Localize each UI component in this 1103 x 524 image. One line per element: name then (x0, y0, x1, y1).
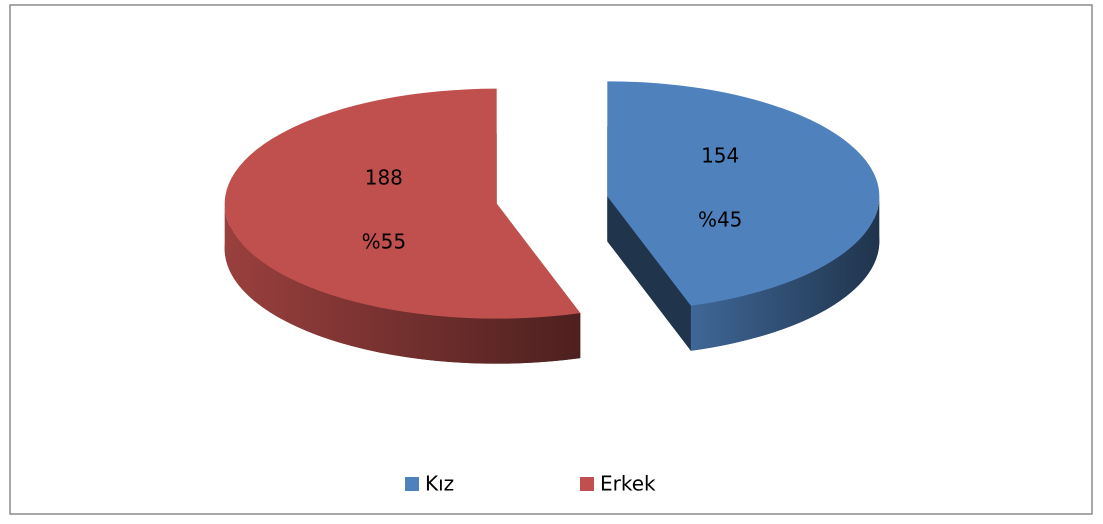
legend-label: Erkek (600, 472, 656, 496)
value-label: 154 (701, 143, 739, 167)
slice-rim (224, 203, 581, 364)
value-label: 188 (365, 166, 403, 190)
slice (224, 88, 581, 319)
slice-cut-face (607, 196, 691, 351)
percent-label: %55 (362, 230, 406, 254)
legend-label: Kız (425, 472, 454, 496)
slice-rim (690, 196, 880, 351)
legend-swatch (580, 477, 594, 491)
percent-label: %45 (698, 207, 742, 231)
chart-border (9, 4, 1093, 515)
slice (607, 81, 880, 306)
legend-swatch (405, 477, 419, 491)
